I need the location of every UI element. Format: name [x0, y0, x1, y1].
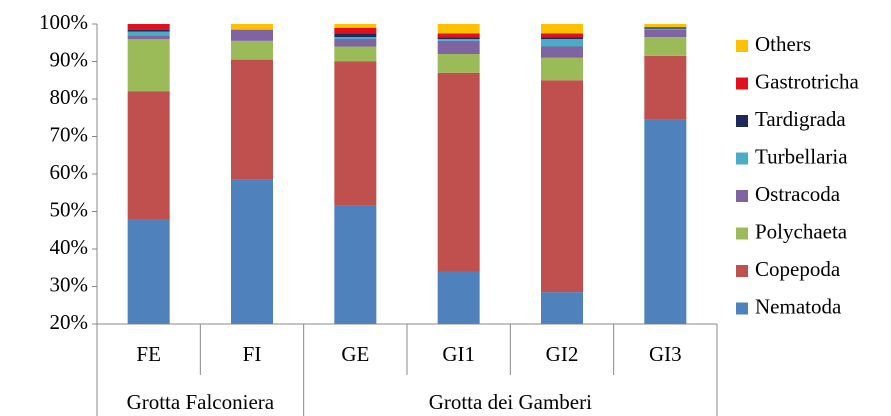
- bar-segment: [437, 24, 480, 34]
- bar-segment: [334, 24, 377, 28]
- legend-swatch: [736, 40, 748, 52]
- group-label: Grotta Falconiera: [127, 390, 275, 414]
- legend-swatch: [736, 115, 748, 127]
- y-tick-label: 50%: [50, 197, 89, 221]
- group-label: Grotta dei Gamberi: [429, 390, 592, 414]
- y-tick-label: 90%: [50, 47, 89, 71]
- bar-segment: [334, 27, 377, 34]
- legend-swatch: [736, 190, 748, 202]
- bar-segment: [644, 37, 687, 56]
- bar-segment: [127, 31, 170, 36]
- bar-segment: [127, 24, 170, 30]
- bar-segment: [437, 40, 480, 54]
- y-tick-label: 40%: [50, 235, 89, 259]
- legend-label: Polychaeta: [755, 219, 848, 243]
- y-tick-label: 100%: [39, 10, 88, 34]
- bar-segment: [541, 37, 583, 39]
- bar-segment: [334, 39, 377, 47]
- y-tick-label: 70%: [50, 122, 89, 146]
- legend-label: Copepoda: [755, 257, 841, 281]
- legend-label: Gastrotricha: [755, 69, 859, 93]
- legend-swatch: [736, 77, 748, 90]
- bar-segment: [334, 46, 377, 62]
- bar-segment: [541, 33, 583, 38]
- bar-segment: [334, 33, 377, 38]
- legend-label: Others: [755, 32, 811, 56]
- bar-segment: [127, 29, 170, 32]
- bar-segment: [437, 39, 480, 41]
- bar-segment: [127, 91, 170, 219]
- bar-segment: [541, 24, 583, 34]
- bar-segment: [644, 24, 687, 27]
- bar-segment: [644, 27, 687, 29]
- x-tick-label: GI2: [546, 342, 579, 366]
- bar-segment: [231, 29, 273, 41]
- bar-segment: [231, 24, 273, 30]
- legend-label: Turbellaria: [755, 144, 848, 168]
- y-tick-label: 20%: [50, 310, 89, 334]
- bar-segment: [541, 46, 583, 58]
- bar-segment: [231, 179, 273, 324]
- legend-swatch: [736, 302, 748, 315]
- bar-segment: [644, 27, 687, 28]
- bar-segment: [127, 219, 170, 324]
- bar-segment: [541, 39, 583, 47]
- legend-swatch: [736, 227, 748, 240]
- x-tick-label: GE: [341, 342, 369, 366]
- legend-swatch: [736, 152, 748, 165]
- y-tick-label: 80%: [50, 85, 89, 109]
- legend-label: Ostracoda: [755, 182, 841, 206]
- bar-segment: [127, 39, 170, 92]
- x-tick-label: GI3: [649, 342, 682, 366]
- bar-segment: [437, 54, 480, 73]
- bar-segment: [334, 205, 377, 324]
- x-tick-label: FI: [243, 342, 262, 366]
- bar-segment: [437, 271, 480, 324]
- bar-segment: [231, 40, 273, 60]
- bar-segment: [127, 35, 170, 39]
- bar-segment: [437, 37, 480, 39]
- legend-label: Nematoda: [755, 294, 842, 318]
- bar-segment: [334, 37, 377, 39]
- bar-segment: [541, 57, 583, 81]
- x-tick-label: GI1: [442, 342, 475, 366]
- bar-segment: [334, 61, 377, 206]
- bar-segment: [541, 292, 583, 324]
- bar-segment: [437, 72, 480, 272]
- bar-segment: [231, 59, 273, 180]
- bar-segment: [437, 33, 480, 38]
- bar-segment: [644, 55, 687, 120]
- bar-segment: [644, 29, 687, 38]
- y-tick-label: 30%: [50, 272, 89, 296]
- x-tick-label: FE: [136, 342, 161, 366]
- legend-swatch: [736, 265, 748, 277]
- bar-segment: [541, 80, 583, 293]
- y-tick-label: 60%: [50, 160, 89, 184]
- legend-label: Tardigrada: [755, 107, 846, 131]
- bar-segment: [644, 28, 687, 30]
- bar-segment: [644, 119, 687, 324]
